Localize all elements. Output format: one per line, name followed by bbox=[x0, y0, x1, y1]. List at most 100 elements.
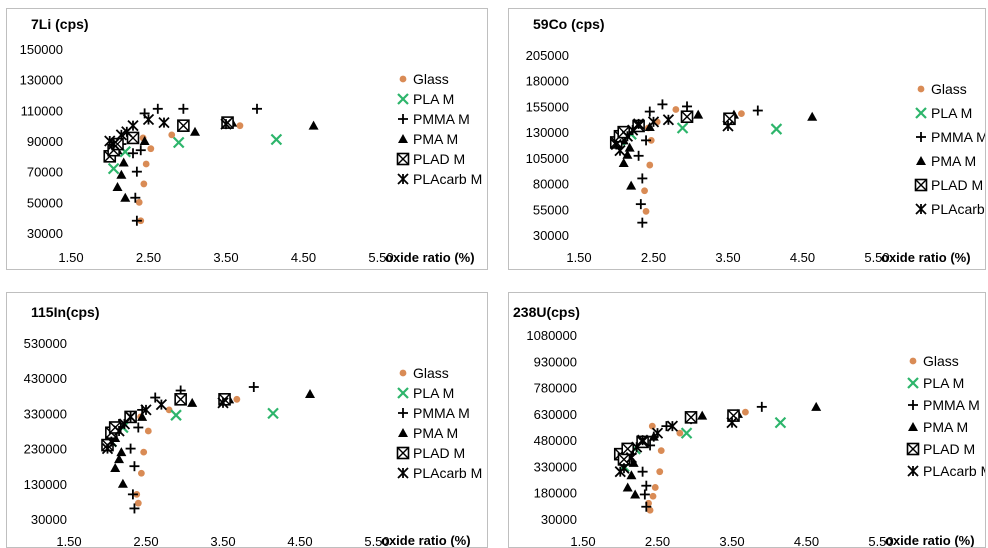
data-point-star bbox=[726, 416, 738, 429]
data-point-plus bbox=[129, 503, 140, 514]
x-tick-label: 3.50 bbox=[210, 534, 235, 548]
data-point-x bbox=[172, 136, 185, 149]
data-point-triangle bbox=[626, 470, 637, 480]
y-tick-label: 50000 bbox=[27, 195, 63, 210]
legend-label: PLA M bbox=[923, 375, 964, 391]
legend-label: PLA M bbox=[413, 91, 454, 107]
x-tick-label: 3.50 bbox=[719, 534, 744, 548]
legend-label: Glass bbox=[923, 353, 959, 369]
data-point-circle bbox=[140, 448, 148, 456]
data-point-circle bbox=[137, 469, 145, 477]
legend-marker-plus bbox=[916, 132, 926, 142]
data-point-triangle bbox=[693, 109, 704, 119]
data-point-star bbox=[217, 397, 229, 409]
legend-label: Glass bbox=[931, 81, 967, 97]
legend-label: PLA M bbox=[413, 385, 454, 401]
data-point-plus bbox=[639, 489, 650, 500]
data-point-x bbox=[107, 162, 120, 175]
y-tick-label: 780000 bbox=[534, 381, 577, 396]
data-point-circle bbox=[656, 468, 664, 476]
data-point-plus bbox=[661, 421, 672, 432]
data-point-triangle bbox=[118, 157, 129, 167]
data-point-x bbox=[770, 123, 783, 135]
data-point-plus bbox=[131, 166, 142, 177]
data-point-plus bbox=[637, 466, 648, 477]
data-point-circle bbox=[641, 187, 648, 195]
y-tick-label: 30000 bbox=[533, 228, 569, 243]
y-tick-label: 330000 bbox=[24, 406, 67, 421]
chart-59co: 59Co (cps) 205000 180000 155000 130000 105000… bbox=[508, 8, 986, 270]
data-point-triangle bbox=[622, 482, 633, 492]
x-tick-label: 1.50 bbox=[566, 250, 591, 265]
data-point-triangle bbox=[630, 489, 641, 499]
data-point-plus bbox=[644, 106, 655, 117]
data-point-star bbox=[220, 118, 232, 130]
data-point-plus bbox=[128, 148, 138, 159]
data-point-plus bbox=[641, 480, 652, 491]
legend-marker-circle bbox=[399, 75, 407, 83]
x-tick-label: 2.50 bbox=[641, 250, 666, 265]
legend-label: PLAD M bbox=[413, 151, 465, 167]
data-point-circle bbox=[649, 492, 657, 500]
x-tick-label: 4.50 bbox=[794, 534, 819, 548]
data-point-plus bbox=[131, 215, 142, 226]
x-tick-label: 5.50 bbox=[368, 250, 393, 265]
y-tick-label: 130000 bbox=[20, 73, 63, 88]
chart-238u: 238U(cps) 1080000 930000 780000 630000 480000… bbox=[508, 292, 986, 548]
data-point-triangle bbox=[305, 389, 316, 399]
data-point-circle bbox=[657, 447, 665, 455]
x-tick-label: 1.50 bbox=[56, 534, 81, 548]
legend-label: PLAcarb M bbox=[413, 171, 482, 187]
legend-label: PMMA M bbox=[413, 111, 470, 127]
legend-marker-triangle bbox=[398, 428, 408, 437]
y-tick-label: 110000 bbox=[21, 103, 63, 118]
data-point-triangle bbox=[116, 447, 127, 457]
data-point-x bbox=[676, 122, 689, 134]
legend-marker-triangle bbox=[908, 422, 918, 431]
data-point-x bbox=[680, 427, 693, 439]
y-tick-label: 630000 bbox=[534, 407, 577, 422]
y-tick-label: 30000 bbox=[31, 512, 67, 527]
data-point-circle bbox=[648, 422, 656, 430]
y-tick-label: 130000 bbox=[24, 477, 67, 492]
legend-label: PMA M bbox=[413, 425, 458, 441]
legend-marker-boxx bbox=[396, 152, 410, 166]
data-point-triangle bbox=[114, 454, 125, 464]
x-tick-label: 4.50 bbox=[291, 250, 316, 265]
data-point-x bbox=[170, 409, 182, 421]
legend-marker-circle bbox=[399, 369, 407, 377]
legend-label: PLA M bbox=[931, 105, 972, 121]
x-axis-label: oxide ratio (%) bbox=[381, 533, 471, 548]
data-point-x bbox=[774, 416, 787, 429]
data-point-triangle bbox=[120, 192, 131, 202]
legend-marker-boxx bbox=[914, 178, 928, 192]
data-point-plus bbox=[756, 401, 767, 412]
data-point-triangle bbox=[116, 169, 127, 179]
legend-marker-star bbox=[397, 467, 409, 479]
y-tick-label: 55000 bbox=[533, 202, 569, 217]
data-point-star bbox=[651, 427, 664, 439]
data-point-star bbox=[618, 462, 630, 474]
data-point-circle bbox=[236, 122, 244, 130]
data-point-star bbox=[115, 129, 128, 141]
legend-marker-star bbox=[915, 203, 927, 215]
data-point-star bbox=[107, 138, 120, 150]
data-point-plus bbox=[133, 422, 144, 433]
data-point-x bbox=[267, 407, 279, 420]
data-point-star bbox=[722, 120, 734, 132]
data-point-triangle bbox=[697, 410, 708, 420]
legend-marker-triangle bbox=[916, 156, 926, 165]
data-point-triangle bbox=[137, 411, 148, 421]
data-point-star bbox=[105, 435, 117, 448]
data-point-circle bbox=[672, 106, 680, 113]
y-tick-label: 105000 bbox=[526, 151, 569, 166]
x-tick-label: 3.50 bbox=[213, 250, 238, 265]
data-point-triangle bbox=[308, 120, 319, 130]
chart-title: 238U(cps) bbox=[513, 304, 580, 320]
x-tick-label: 5.50 bbox=[868, 534, 893, 548]
data-point-star bbox=[636, 434, 649, 446]
data-point-star bbox=[662, 114, 675, 126]
data-point-star bbox=[158, 116, 170, 129]
chart-title: 59Co (cps) bbox=[533, 16, 605, 32]
data-point-circle bbox=[144, 427, 152, 435]
